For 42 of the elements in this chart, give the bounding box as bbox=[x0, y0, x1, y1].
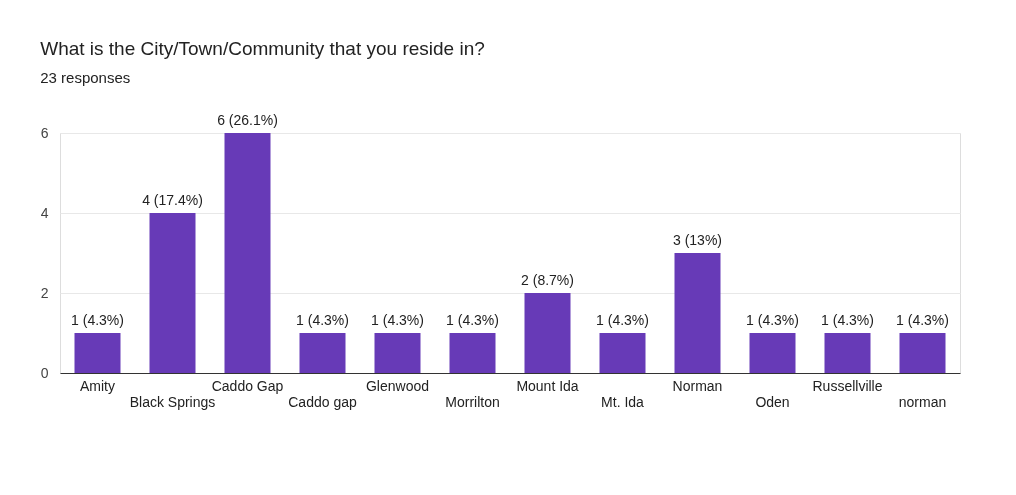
data-label: 2 (8.7%) bbox=[521, 272, 574, 288]
data-label: 1 (4.3%) bbox=[596, 312, 649, 328]
x-tick-label: Russellville bbox=[812, 377, 883, 394]
data-label: 1 (4.3%) bbox=[896, 312, 949, 328]
data-label: 1 (4.3%) bbox=[746, 312, 799, 328]
data-label: 4 (17.4%) bbox=[142, 192, 203, 208]
data-label: 3 (13%) bbox=[672, 232, 723, 248]
bar bbox=[524, 293, 571, 373]
x-tick-label: Caddo Gap bbox=[211, 377, 284, 394]
bar bbox=[749, 333, 796, 373]
y-tick-label: 6 bbox=[40, 124, 49, 141]
x-tick-label: norman bbox=[898, 393, 947, 410]
data-label: 1 (4.3%) bbox=[296, 312, 349, 328]
bar bbox=[449, 333, 496, 373]
x-tick-label: Black Springs bbox=[129, 393, 216, 410]
x-tick-label: Mount Ida bbox=[516, 377, 579, 394]
bar bbox=[149, 213, 196, 373]
bar bbox=[824, 333, 871, 373]
x-tick-label: Oden bbox=[755, 393, 790, 410]
data-label: 1 (4.3%) bbox=[71, 312, 124, 328]
data-label: 1 (4.3%) bbox=[821, 312, 874, 328]
data-label: 6 (26.1%) bbox=[217, 112, 278, 128]
bar bbox=[224, 133, 271, 373]
bar bbox=[374, 333, 421, 373]
bar bbox=[674, 253, 721, 373]
chart-subtitle: 23 responses bbox=[40, 69, 131, 86]
bar bbox=[74, 333, 121, 373]
data-label: 1 (4.3%) bbox=[446, 312, 499, 328]
x-tick-label: Mt. Ida bbox=[601, 393, 645, 410]
y-tick-label: 4 bbox=[40, 204, 49, 221]
bar bbox=[599, 333, 646, 373]
x-tick-label: Norman bbox=[672, 377, 723, 394]
x-tick-label: Morrilton bbox=[445, 393, 500, 410]
y-tick-label: 2 bbox=[40, 284, 49, 301]
x-tick-label: Glenwood bbox=[365, 377, 430, 394]
y-tick-label: 0 bbox=[40, 364, 49, 381]
bar bbox=[899, 333, 946, 373]
x-tick-label: Amity bbox=[80, 377, 115, 394]
data-label: 1 (4.3%) bbox=[371, 312, 424, 328]
x-tick-label: Caddo gap bbox=[288, 393, 357, 410]
chart-title: What is the City/Town/Community that you reside in? bbox=[40, 38, 485, 59]
bar bbox=[299, 333, 346, 373]
